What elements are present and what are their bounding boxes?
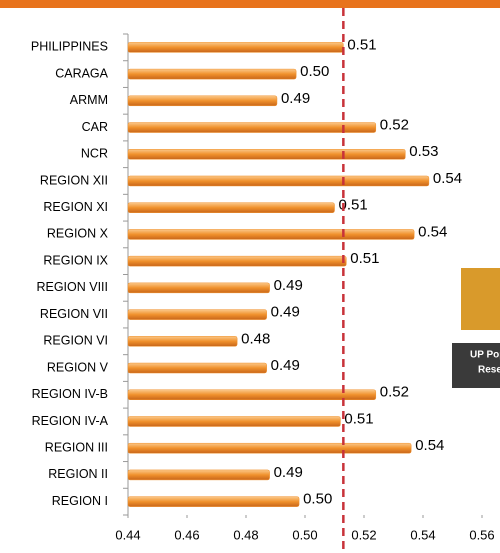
value-label: 0.54 <box>418 223 447 240</box>
value-label: 0.52 <box>380 116 409 133</box>
bar <box>127 42 344 53</box>
value-label: 0.49 <box>281 90 310 107</box>
bar <box>127 202 335 213</box>
top-banner <box>0 0 500 8</box>
value-label: 0.49 <box>271 304 300 321</box>
logo-text: Resea <box>478 365 500 376</box>
value-label: 0.51 <box>350 250 379 267</box>
bar <box>127 122 377 133</box>
bar <box>127 255 347 267</box>
value-label: 0.48 <box>241 330 270 347</box>
bar <box>127 336 238 347</box>
bar <box>127 389 377 400</box>
logo-box <box>452 343 500 388</box>
bar <box>127 149 406 160</box>
value-label: 0.50 <box>300 63 329 80</box>
category-label: REGION IV-B <box>32 387 108 401</box>
category-label: REGION XII <box>40 173 108 187</box>
x-tick-label: 0.46 <box>174 527 199 542</box>
value-label: 0.49 <box>274 464 303 481</box>
value-label: 0.49 <box>274 277 303 294</box>
x-tick-label: 0.48 <box>233 527 258 542</box>
value-label: 0.54 <box>433 170 462 187</box>
value-label: 0.49 <box>271 357 300 374</box>
category-label: REGION VIII <box>36 280 108 294</box>
category-label: REGION II <box>48 467 108 481</box>
category-label: CARAGA <box>55 66 108 80</box>
value-label: 0.50 <box>303 491 332 508</box>
value-label: 0.54 <box>415 437 444 454</box>
category-label: REGION I <box>52 494 108 508</box>
category-label: REGION VII <box>40 307 108 321</box>
category-label: REGION IV-A <box>32 414 109 428</box>
x-tick-label: 0.44 <box>115 527 140 542</box>
category-label: REGION XI <box>43 200 108 214</box>
bar <box>127 282 270 294</box>
value-label: 0.52 <box>380 384 409 401</box>
value-label: 0.51 <box>344 410 373 427</box>
x-tick-label: 0.52 <box>351 527 376 542</box>
category-label: CAR <box>82 120 108 134</box>
value-label: 0.51 <box>347 36 376 53</box>
bar <box>127 362 267 374</box>
logo-text: UP Pop <box>470 350 500 361</box>
bar <box>127 309 267 320</box>
bar <box>127 68 297 80</box>
value-label: 0.51 <box>339 197 368 214</box>
category-label: PHILIPPINES <box>31 40 108 54</box>
category-label: REGION VI <box>43 334 108 348</box>
bar <box>127 229 415 240</box>
bar <box>127 175 430 187</box>
category-label: REGION X <box>47 227 109 241</box>
category-label: REGION III <box>45 440 108 454</box>
value-label: 0.53 <box>409 143 438 160</box>
anniversary-logo <box>461 268 500 330</box>
bar <box>127 416 341 427</box>
bar <box>127 442 412 454</box>
bar <box>127 496 300 507</box>
category-label: REGION IX <box>43 253 108 267</box>
x-tick-label: 0.54 <box>410 527 435 542</box>
bar <box>127 95 278 107</box>
category-label: ARMM <box>70 93 108 107</box>
category-label: REGION V <box>47 360 109 374</box>
category-label: NCR <box>81 147 108 161</box>
bar <box>127 469 270 481</box>
x-tick-label: 0.50 <box>292 527 317 542</box>
x-tick-label: 0.56 <box>469 527 494 542</box>
